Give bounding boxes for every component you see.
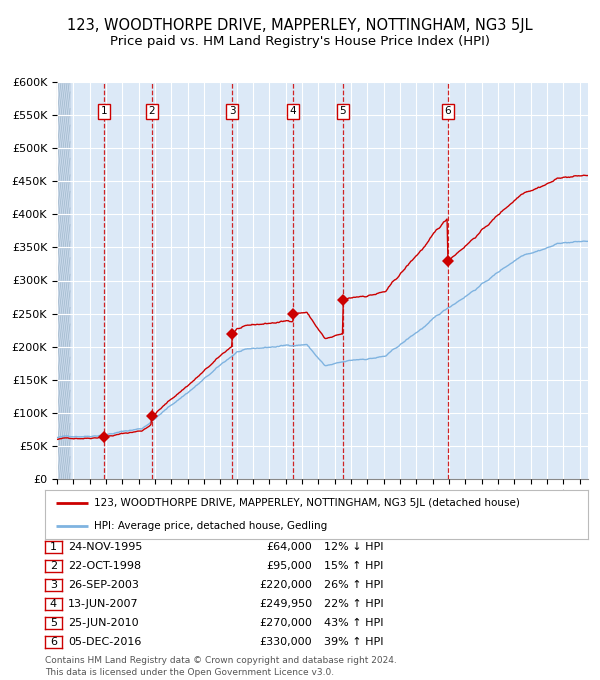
Text: 4: 4 bbox=[50, 599, 57, 609]
Text: 3: 3 bbox=[229, 107, 236, 116]
Text: 6: 6 bbox=[445, 107, 451, 116]
Text: £330,000: £330,000 bbox=[259, 637, 312, 647]
Text: 4: 4 bbox=[290, 107, 296, 116]
Text: 123, WOODTHORPE DRIVE, MAPPERLEY, NOTTINGHAM, NG3 5JL: 123, WOODTHORPE DRIVE, MAPPERLEY, NOTTIN… bbox=[67, 18, 533, 33]
Text: 6: 6 bbox=[50, 637, 57, 647]
Text: 25-JUN-2010: 25-JUN-2010 bbox=[68, 618, 139, 628]
Text: 12% ↓ HPI: 12% ↓ HPI bbox=[324, 542, 383, 551]
Text: 26-SEP-2003: 26-SEP-2003 bbox=[68, 580, 139, 590]
Text: Price paid vs. HM Land Registry's House Price Index (HPI): Price paid vs. HM Land Registry's House … bbox=[110, 35, 490, 48]
Text: 2: 2 bbox=[148, 107, 155, 116]
Text: 24-NOV-1995: 24-NOV-1995 bbox=[68, 542, 142, 551]
Text: 22% ↑ HPI: 22% ↑ HPI bbox=[324, 599, 383, 609]
Text: 1: 1 bbox=[50, 542, 57, 551]
Text: 1: 1 bbox=[101, 107, 107, 116]
Bar bbox=[57, 82, 70, 479]
Text: 15% ↑ HPI: 15% ↑ HPI bbox=[324, 561, 383, 571]
Text: 5: 5 bbox=[339, 107, 346, 116]
Text: HPI: Average price, detached house, Gedling: HPI: Average price, detached house, Gedl… bbox=[94, 522, 327, 531]
Text: Contains HM Land Registry data © Crown copyright and database right 2024.: Contains HM Land Registry data © Crown c… bbox=[45, 656, 397, 665]
Text: £270,000: £270,000 bbox=[259, 618, 312, 628]
Text: £95,000: £95,000 bbox=[266, 561, 312, 571]
Text: 2: 2 bbox=[50, 561, 57, 571]
Text: 39% ↑ HPI: 39% ↑ HPI bbox=[324, 637, 383, 647]
Text: £249,950: £249,950 bbox=[259, 599, 312, 609]
Text: £220,000: £220,000 bbox=[259, 580, 312, 590]
Text: 22-OCT-1998: 22-OCT-1998 bbox=[68, 561, 141, 571]
Text: 05-DEC-2016: 05-DEC-2016 bbox=[68, 637, 141, 647]
Text: 26% ↑ HPI: 26% ↑ HPI bbox=[324, 580, 383, 590]
Text: 43% ↑ HPI: 43% ↑ HPI bbox=[324, 618, 383, 628]
Text: This data is licensed under the Open Government Licence v3.0.: This data is licensed under the Open Gov… bbox=[45, 668, 334, 677]
Text: 123, WOODTHORPE DRIVE, MAPPERLEY, NOTTINGHAM, NG3 5JL (detached house): 123, WOODTHORPE DRIVE, MAPPERLEY, NOTTIN… bbox=[94, 498, 520, 508]
Text: 13-JUN-2007: 13-JUN-2007 bbox=[68, 599, 139, 609]
Text: £64,000: £64,000 bbox=[266, 542, 312, 551]
Text: 5: 5 bbox=[50, 618, 57, 628]
Text: 3: 3 bbox=[50, 580, 57, 590]
